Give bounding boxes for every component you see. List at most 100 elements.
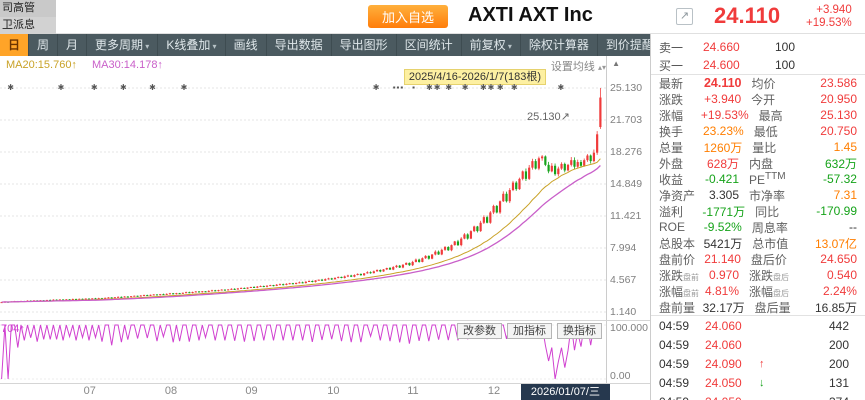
- indicator-button-0[interactable]: 改参数: [457, 323, 502, 339]
- quote-level-1: 买一 24.600 100: [651, 56, 865, 74]
- chevron-up-down-icon[interactable]: ▴▾: [597, 63, 606, 72]
- tick-price: 24.060: [705, 318, 742, 333]
- quote-label: 换手: [659, 124, 684, 139]
- toolbar-item-11[interactable]: 到价提醒: [598, 34, 650, 56]
- left-menu-fragment: 司高管 卫派息: [0, 0, 56, 34]
- menu-item-executives[interactable]: 司高管: [2, 2, 35, 14]
- top-bar: 司高管 卫派息 加入自选 AXTI AXT Inc ↗ 24.110 +3.94…: [0, 0, 865, 34]
- quote-label: 总股本: [659, 236, 696, 251]
- quote-value: -170.99: [816, 204, 857, 218]
- chart-column: 日周月更多周期 ▾ K线叠加 ▾ 画线 导出数据 导出图形 区间统计 前复权 ▾ 除权计算器到…: [0, 34, 650, 400]
- toolbar-item-8[interactable]: 区间统计: [397, 34, 462, 56]
- quote-value: 16.85万: [814, 300, 857, 315]
- trend-up-icon[interactable]: ↗: [676, 8, 693, 25]
- quote-row-12: 涨跌盘前 0.970 涨跌盘后 0.540: [651, 267, 865, 283]
- event-marker-icon[interactable]: ✱✱: [426, 83, 442, 92]
- indicator-panel[interactable]: 704↑ 改参数 加指标 换指标 100.000 0.00: [0, 320, 650, 383]
- event-marker-icon[interactable]: ✱: [557, 83, 566, 92]
- stock-title: AXTI AXT Inc: [468, 4, 593, 26]
- event-marker-icon[interactable]: ✱: [149, 83, 157, 92]
- toolbar-item-6[interactable]: 导出数据: [267, 34, 332, 56]
- quote-value: 632万: [824, 156, 857, 171]
- quote-label: 收益: [659, 172, 684, 187]
- quote-label: PETTM: [749, 171, 786, 187]
- y-tick-label: 1.140: [610, 306, 637, 318]
- up-arrow-icon: ↑: [759, 357, 765, 370]
- event-marker-icon[interactable]: ✱: [510, 83, 519, 92]
- tick-price: 24.060: [705, 337, 742, 352]
- kline-canvas[interactable]: [0, 56, 650, 320]
- event-marker-icon[interactable]: ✱: [445, 83, 454, 92]
- toolbar-item-7[interactable]: 导出图形: [332, 34, 397, 56]
- quote-row-2: 涨幅 +19.53% 最高 25.130: [651, 107, 865, 123]
- toolbar-item-5[interactable]: 画线: [226, 34, 267, 56]
- tick-time: 04:59: [659, 395, 705, 400]
- event-marker-icon[interactable]: ✱: [180, 83, 189, 92]
- time-sales-list: 04:59 24.060 442 04:59 24.060 200 04:59 24.090 ↑…: [651, 316, 865, 400]
- quote-label: 今开: [751, 92, 776, 107]
- indicator-button-2[interactable]: 换指标: [557, 323, 602, 339]
- high-price-annotation: 25.130↗: [527, 111, 570, 123]
- ma-labels: MA20:15.760↑ MA30:14.178↑: [6, 59, 163, 71]
- tick-time: 04:59: [659, 375, 690, 390]
- add-watchlist-button[interactable]: 加入自选: [368, 5, 449, 28]
- y-tick-label: 21.703: [610, 114, 643, 126]
- toolbar-item-1[interactable]: 周: [29, 34, 59, 56]
- toolbar-items: 日周月更多周期 ▾ K线叠加 ▾ 画线 导出数据 导出图形 区间统计 前复权 ▾ 除权计算器到…: [0, 34, 650, 56]
- toolbar-item-0[interactable]: 日: [0, 34, 30, 56]
- quote-level-0: 卖一 24.660 100: [651, 38, 865, 56]
- quote-value: 2.24%: [822, 284, 857, 298]
- indicator-button-1[interactable]: 加指标: [507, 323, 552, 339]
- quote-row-1: 涨跌 +3.940 今开 20.950: [651, 91, 865, 107]
- event-marker-icon[interactable]: ✱: [90, 83, 99, 92]
- toolbar-item-3[interactable]: 更多周期 ▾: [87, 34, 159, 56]
- event-marker-icon[interactable]: ✱: [119, 83, 128, 92]
- quote-label: 周息率: [751, 220, 788, 235]
- event-marker-icon[interactable]: ✱: [7, 83, 15, 92]
- toolbar-item-4[interactable]: K线叠加 ▾: [158, 34, 226, 56]
- quote-value: 4.81%: [704, 284, 740, 298]
- tick-price: 24.050: [705, 395, 759, 400]
- quote-value: -1771万: [702, 204, 746, 219]
- ma-settings-button[interactable]: 设置均线 ▴▾: [551, 58, 606, 74]
- tick-row-3: 04:59 24.050 ↓ 131: [651, 373, 865, 392]
- quote-value: -9.52%: [703, 220, 742, 234]
- event-marker-icon[interactable]: ✱: [57, 83, 66, 92]
- indicator-value-label: 704↑: [1, 323, 25, 335]
- event-marker-icon[interactable]: ✱✱: [479, 83, 496, 92]
- oscillator-min-label: 0.00: [610, 370, 631, 382]
- ma-settings-label: 设置均线: [550, 61, 595, 73]
- quote-row-6: 收益 -0.421 PETTM -57.32: [651, 171, 865, 187]
- quote-value: +3.940: [704, 92, 742, 106]
- indicator-buttons: 改参数 加指标 换指标: [457, 323, 602, 339]
- level-label: 卖一: [659, 40, 684, 55]
- event-marker-icon[interactable]: ✱: [496, 83, 505, 92]
- quote-value: 24.110: [703, 76, 742, 90]
- level-volume: 100: [775, 40, 796, 54]
- current-date-box: 2026/01/07/三: [520, 384, 610, 400]
- scroll-up-icon[interactable]: ▲: [612, 59, 620, 68]
- tick-time: 04:59: [659, 356, 690, 371]
- quote-value: 1.45: [833, 140, 857, 154]
- event-marker-icon[interactable]: ▪▪▪: [392, 83, 405, 92]
- quote-row-4: 总量 1260万 量比 1.45: [651, 139, 865, 155]
- kline-chart[interactable]: MA20:15.760↑ MA30:14.178↑ 2025/4/16-2026…: [0, 56, 650, 320]
- x-axis-label-09: 09: [245, 385, 258, 397]
- quote-label: 最低: [753, 124, 778, 139]
- quote-value: -57.32: [822, 172, 857, 186]
- quote-row-8: 溢利 -1771万 同比 -170.99: [651, 203, 865, 219]
- tick-row-1: 04:59 24.060 200: [651, 335, 865, 354]
- x-axis-label-07: 07: [83, 385, 96, 397]
- tick-price: 24.050: [705, 375, 742, 390]
- quote-label: 均价: [751, 76, 776, 91]
- event-marker-icon[interactable]: ▪: [412, 83, 416, 92]
- event-marker-icon[interactable]: ✱: [461, 83, 470, 92]
- bid-ask-levels: 卖一 24.660 100 买一 24.600 100: [651, 38, 865, 74]
- chevron-down-icon: ▾: [210, 42, 217, 51]
- menu-item-dividends[interactable]: 卫派息: [0, 17, 56, 34]
- toolbar-item-10[interactable]: 除权计算器: [521, 34, 598, 56]
- toolbar-item-2[interactable]: 月: [58, 34, 88, 56]
- toolbar-item-9[interactable]: 前复权 ▾: [462, 34, 521, 56]
- event-marker-icon[interactable]: ✱: [372, 83, 381, 92]
